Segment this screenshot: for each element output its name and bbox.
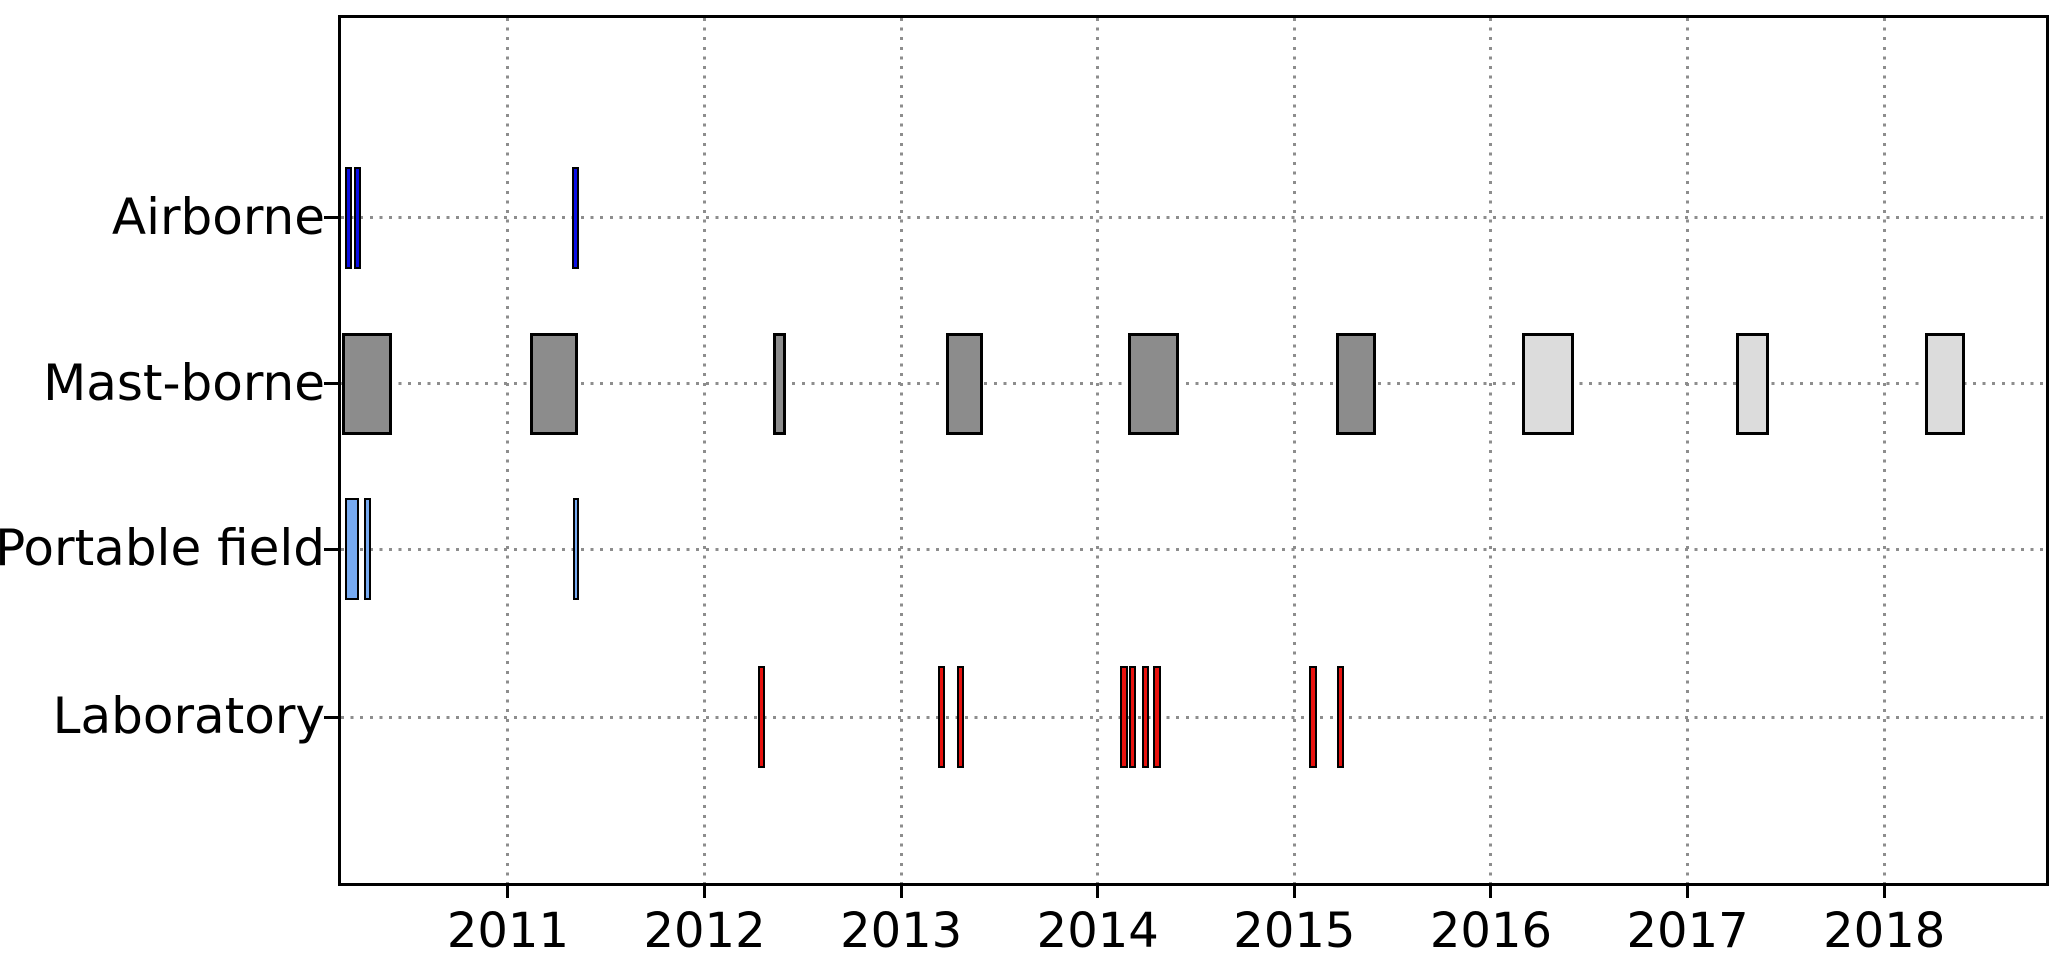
gantt-bar xyxy=(956,666,964,768)
gantt-bar xyxy=(529,332,579,435)
y-tick-mark xyxy=(324,382,338,386)
x-tick-mark xyxy=(1489,886,1493,898)
gantt-bar xyxy=(772,332,786,435)
vertical-gridline xyxy=(703,18,707,883)
gantt-bar xyxy=(1735,332,1769,435)
gantt-bar xyxy=(345,166,352,269)
gantt-bar xyxy=(354,166,361,269)
gantt-bar xyxy=(364,498,371,601)
gantt-bar xyxy=(1152,666,1161,768)
x-tick-mark xyxy=(703,886,707,898)
y-tick-mark xyxy=(324,547,338,551)
x-tick-mark xyxy=(1882,886,1886,898)
y-tick-mark xyxy=(324,216,338,220)
vertical-gridline xyxy=(1489,18,1493,883)
gantt-bar xyxy=(1521,332,1574,435)
gantt-bar xyxy=(757,666,765,768)
x-tick-mark xyxy=(1096,886,1100,898)
gantt-bar xyxy=(1119,666,1128,768)
gantt-bar xyxy=(1337,666,1345,768)
horizontal-gridline xyxy=(341,547,2046,551)
gantt-bar xyxy=(1141,666,1149,768)
horizontal-gridline xyxy=(341,382,2046,386)
x-tick-label: 2014 xyxy=(1036,903,1159,959)
vertical-gridline xyxy=(1096,18,1100,883)
horizontal-gridline xyxy=(341,715,2046,719)
y-tick-mark xyxy=(324,715,338,719)
x-tick-mark xyxy=(1686,886,1690,898)
gantt-bar xyxy=(1925,332,1965,435)
plot-frame xyxy=(338,15,2049,886)
gantt-bar xyxy=(1336,332,1376,435)
horizontal-gridline xyxy=(341,216,2046,220)
x-tick-label: 2013 xyxy=(840,903,963,959)
vertical-gridline xyxy=(1292,18,1296,883)
y-tick-label-airborne: Airborne xyxy=(111,187,325,246)
y-tick-label-portable-field: Portable field xyxy=(0,519,325,578)
vertical-gridline xyxy=(899,18,903,883)
x-tick-mark xyxy=(899,886,903,898)
gantt-bar xyxy=(937,666,945,768)
x-tick-label: 2018 xyxy=(1823,903,1946,959)
x-tick-label: 2012 xyxy=(643,903,766,959)
gantt-bar xyxy=(945,332,983,435)
vertical-gridline xyxy=(506,18,510,883)
x-tick-mark xyxy=(506,886,510,898)
x-tick-mark xyxy=(1292,886,1296,898)
gantt-bar xyxy=(341,332,393,435)
gantt-bar xyxy=(1128,666,1136,768)
gantt-bar xyxy=(345,498,359,601)
vertical-gridline xyxy=(1686,18,1690,883)
gantt-bar xyxy=(1127,332,1179,435)
gantt-bar xyxy=(571,166,579,269)
y-tick-label-laboratory: Laboratory xyxy=(52,687,325,745)
y-tick-label-mast-borne: Mast-borne xyxy=(43,353,325,412)
y-axis-labels: Airborne Mast-borne Portable field Laborato… xyxy=(0,0,325,962)
x-tick-label: 2016 xyxy=(1429,903,1553,959)
x-tick-label: 2015 xyxy=(1233,903,1356,959)
gantt-bar xyxy=(572,498,580,601)
gantt-bar xyxy=(1309,666,1318,768)
plot-area xyxy=(341,18,2046,883)
vertical-gridline xyxy=(1882,18,1886,883)
x-tick-label: 2017 xyxy=(1626,903,1749,959)
x-tick-label: 2011 xyxy=(446,903,569,959)
